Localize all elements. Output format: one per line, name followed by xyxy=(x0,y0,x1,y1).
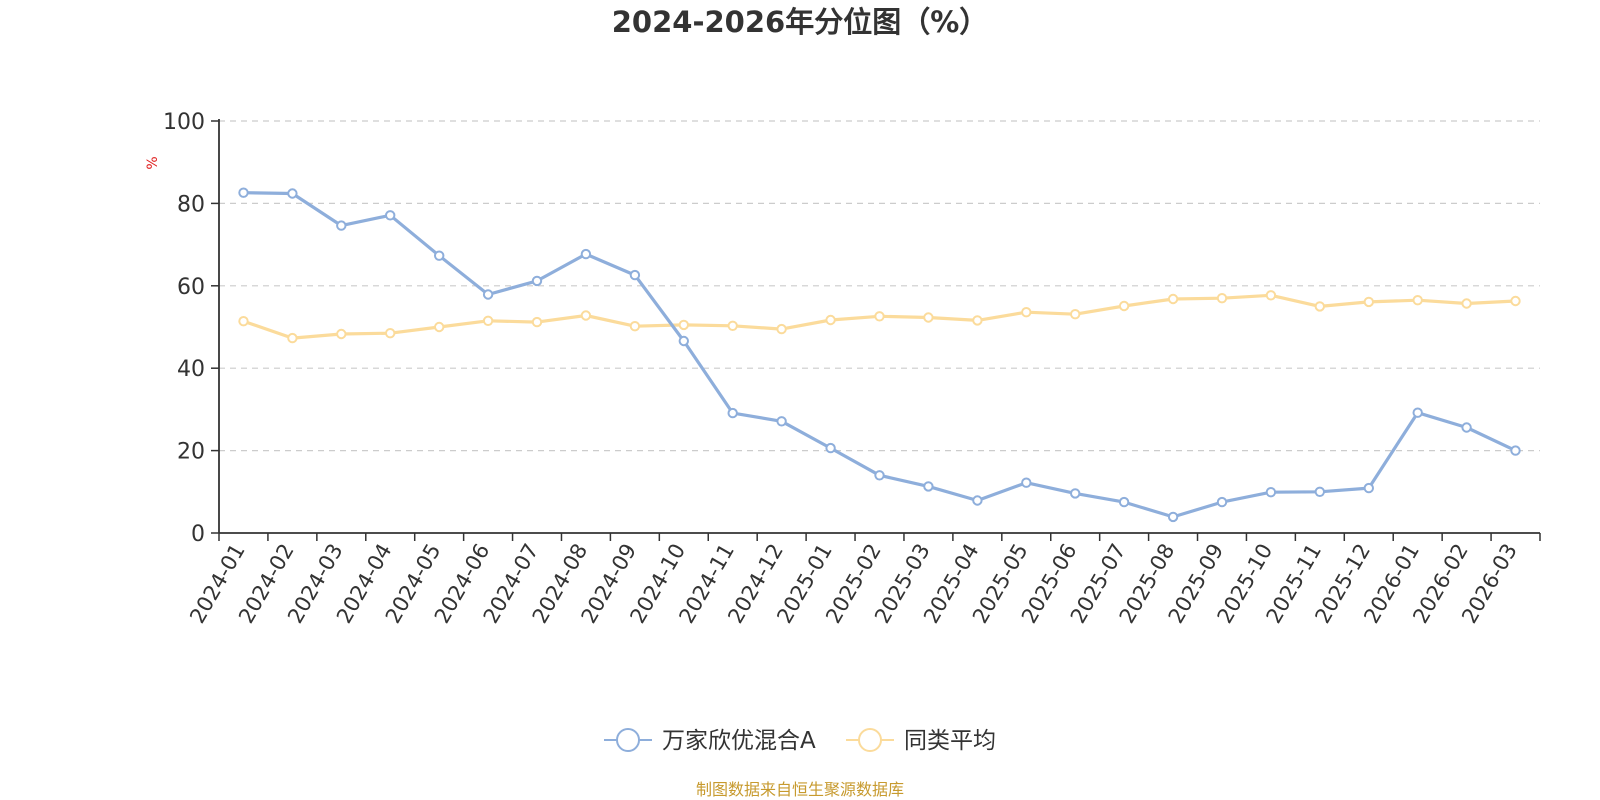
data-point[interactable] xyxy=(727,407,738,419)
data-point[interactable] xyxy=(776,416,787,427)
data-point[interactable] xyxy=(1461,298,1472,309)
y-tick-label: 40 xyxy=(177,357,205,382)
legend[interactable]: 万家欣优混合A 同类平均 xyxy=(604,728,996,754)
data-point[interactable] xyxy=(336,328,347,340)
data-point[interactable] xyxy=(874,470,885,481)
data-point[interactable] xyxy=(1412,407,1423,418)
y-axis-unit-label: % xyxy=(145,156,161,169)
legend-marker xyxy=(616,728,640,752)
y-tick-label: 100 xyxy=(163,110,205,135)
data-point[interactable] xyxy=(1021,477,1032,488)
data-point[interactable] xyxy=(1118,496,1130,508)
series-line xyxy=(241,191,1518,519)
data-point[interactable] xyxy=(874,311,885,322)
data-point[interactable] xyxy=(287,188,298,199)
data-point[interactable] xyxy=(1070,488,1081,499)
legend-item-1[interactable]: 万家欣优混合A xyxy=(604,728,816,754)
data-point[interactable] xyxy=(531,275,543,287)
data-point[interactable] xyxy=(1510,445,1521,456)
data-point[interactable] xyxy=(1461,422,1472,433)
grid-lines xyxy=(219,120,1540,452)
data-point[interactable] xyxy=(482,289,494,300)
chart-title: 2024-2026年分位图（%） xyxy=(611,5,989,39)
y-tick-label: 80 xyxy=(177,192,205,217)
y-tick-label: 20 xyxy=(177,440,205,465)
data-point[interactable] xyxy=(1314,301,1326,312)
data-point[interactable] xyxy=(678,335,689,347)
data-point[interactable] xyxy=(923,312,934,323)
data-point[interactable] xyxy=(238,187,249,198)
series-2 xyxy=(238,290,1521,344)
data-point[interactable] xyxy=(1118,300,1130,312)
data-point[interactable] xyxy=(1265,487,1277,498)
data-point[interactable] xyxy=(238,316,249,327)
data-point[interactable] xyxy=(1412,295,1423,306)
legend-item-2[interactable]: 同类平均 xyxy=(846,728,996,754)
y-tick-label: 60 xyxy=(177,275,205,300)
data-point[interactable] xyxy=(825,442,836,454)
data-point[interactable] xyxy=(1021,307,1032,318)
legend-label: 万家欣优混合A xyxy=(662,728,816,754)
data-point[interactable] xyxy=(629,269,641,281)
data-point[interactable] xyxy=(1265,290,1277,301)
y-tick-label: 0 xyxy=(191,522,205,547)
legend-marker xyxy=(858,728,882,752)
data-point[interactable] xyxy=(678,319,689,331)
data-point[interactable] xyxy=(385,328,396,339)
legend-label: 同类平均 xyxy=(904,728,996,754)
data-point[interactable] xyxy=(1167,293,1179,305)
data-point[interactable] xyxy=(1167,511,1179,523)
data-point[interactable] xyxy=(1363,296,1375,308)
data-point[interactable] xyxy=(825,314,836,326)
data-point[interactable] xyxy=(1216,293,1228,304)
line-chart: 0204060801002024-012024-022024-032024-04… xyxy=(145,110,1541,754)
series-1 xyxy=(238,187,1521,523)
data-point[interactable] xyxy=(434,321,445,333)
data-point[interactable] xyxy=(972,495,983,506)
data-point[interactable] xyxy=(1363,482,1375,494)
data-point[interactable] xyxy=(434,250,445,261)
data-point[interactable] xyxy=(531,316,543,328)
data-point[interactable] xyxy=(776,323,787,335)
data-point[interactable] xyxy=(1510,295,1521,307)
data-point[interactable] xyxy=(287,332,298,344)
data-point[interactable] xyxy=(727,320,738,331)
data-point[interactable] xyxy=(1070,309,1081,320)
data-point[interactable] xyxy=(1216,496,1228,508)
data-point[interactable] xyxy=(482,315,494,326)
data-point[interactable] xyxy=(336,220,347,231)
data-point[interactable] xyxy=(1314,486,1326,497)
data-source-note: 制图数据来自恒生聚源数据库 xyxy=(695,780,904,799)
series xyxy=(238,187,1521,523)
data-point[interactable] xyxy=(972,315,983,326)
data-point[interactable] xyxy=(629,321,641,332)
data-point[interactable] xyxy=(580,310,592,321)
data-point[interactable] xyxy=(580,248,592,260)
data-point[interactable] xyxy=(385,210,396,221)
data-point[interactable] xyxy=(923,481,934,492)
